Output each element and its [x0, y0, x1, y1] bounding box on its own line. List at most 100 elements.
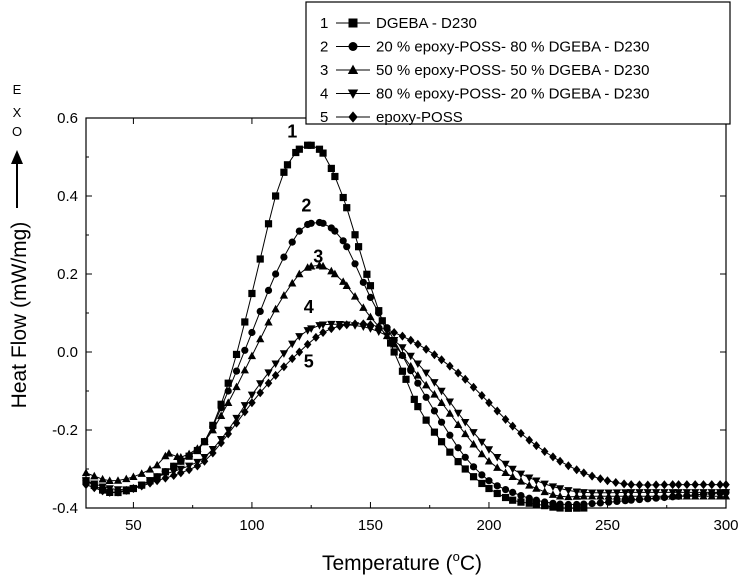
series-1-marker: [549, 503, 557, 511]
series-3-marker: [137, 469, 146, 477]
series-1-marker: [469, 473, 478, 481]
series-5-marker: [603, 476, 612, 486]
series-5-marker: [327, 324, 336, 334]
series-3-marker: [288, 278, 297, 287]
series-2-marker: [485, 477, 493, 485]
series-5-marker: [303, 339, 312, 349]
series-3-marker: [484, 456, 494, 465]
series-1-marker: [422, 416, 430, 424]
series-2-marker: [564, 500, 572, 509]
x-axis: 50 100 150 200 250 300: [125, 118, 739, 534]
series-4: [81, 320, 731, 498]
series-1-marker: [343, 204, 351, 212]
x-axis-title: Temperature (oC): [322, 549, 482, 575]
series-3-marker: [81, 468, 91, 477]
series-3-marker: [208, 425, 217, 434]
x-tick-label: 250: [595, 517, 620, 534]
series-4-marker: [307, 325, 316, 333]
series-3-marker: [216, 411, 226, 419]
series-5-marker: [295, 347, 304, 357]
series-1-marker: [386, 339, 395, 347]
series-4-marker: [572, 488, 581, 497]
series-2-marker: [375, 309, 383, 317]
series-5-marker: [722, 480, 730, 490]
y-tick-label: 0.2: [57, 266, 78, 283]
series-3-marker: [555, 491, 565, 500]
series-5-marker: [635, 480, 644, 490]
series-3-marker: [318, 261, 328, 270]
series-3-marker: [176, 452, 185, 461]
series-4-marker: [525, 474, 534, 483]
series-1-marker: [378, 317, 386, 325]
series-3-marker: [437, 398, 446, 406]
series-1-marker: [580, 504, 588, 512]
series-5-marker: [579, 468, 588, 478]
series-5-marker: [501, 414, 510, 424]
series-2-marker: [331, 227, 339, 235]
legend-item-label: 20 % epoxy-POSS- 80 % DGEBA - D230: [376, 39, 649, 56]
series-5-marker: [660, 480, 669, 490]
series-4-marker: [548, 483, 558, 491]
series-4-marker: [699, 489, 708, 497]
legend-item-label: 50 % epoxy-POSS- 50 % DGEBA - D230: [376, 62, 649, 79]
series-3-marker: [339, 277, 348, 285]
series-4-marker: [587, 489, 597, 498]
series-4-marker: [635, 489, 644, 497]
series-5-marker: [319, 328, 327, 337]
series-5-marker: [556, 456, 564, 466]
legend-item-number: 5: [320, 109, 328, 126]
series-4-marker: [715, 489, 725, 497]
series-3-marker: [256, 334, 265, 343]
series-5-marker: [437, 355, 446, 365]
series-5-marker: [280, 362, 288, 372]
series-4-marker: [604, 489, 613, 498]
curve-label-5: 5: [304, 352, 314, 372]
series-3-marker: [145, 465, 155, 473]
series-4-marker: [469, 429, 478, 437]
series-5-marker: [161, 473, 170, 483]
series-1-marker: [446, 448, 454, 456]
series-1-marker: [248, 289, 256, 298]
series-1-marker: [478, 479, 486, 488]
legend: 1 DGEBA - D230 2 20 % epoxy-POSS- 80 % DGEB…: [305, 1, 731, 126]
series-4-marker: [643, 489, 652, 497]
legend-box: [305, 1, 731, 125]
series-4-marker: [516, 470, 526, 479]
series-5-marker: [668, 480, 677, 490]
series-4-marker: [318, 321, 328, 330]
series-3-marker: [271, 304, 280, 313]
series-5-line: [85, 323, 726, 493]
series-1-marker: [264, 220, 273, 228]
series-3-marker: [129, 472, 138, 481]
series-1-marker: [351, 231, 359, 239]
series-4-marker: [288, 340, 297, 349]
series-2-marker: [248, 328, 256, 337]
series-5-marker: [169, 471, 178, 481]
series-3-marker: [279, 291, 289, 299]
y-tick-label: 0.0: [57, 344, 78, 361]
series-5-marker: [90, 483, 99, 493]
series-2-marker: [493, 482, 501, 490]
series-1-marker: [307, 141, 315, 149]
series-5-marker: [414, 339, 422, 349]
series-2-marker: [414, 379, 422, 387]
series-5-marker: [461, 374, 470, 384]
series-5-marker: [430, 350, 439, 360]
series-5-marker: [351, 319, 359, 329]
series-5-marker: [232, 418, 241, 428]
exo-letter-o: O: [12, 124, 22, 139]
series-5-marker: [683, 480, 691, 490]
series-4-marker: [621, 489, 630, 497]
series-2-marker: [446, 431, 454, 439]
legend-item-2: 2 20 % epoxy-POSS- 80 % DGEBA - D230: [320, 39, 649, 56]
y-tick-label: 0.4: [57, 188, 78, 205]
series-5-marker: [137, 481, 146, 491]
series-3-marker: [232, 382, 241, 391]
series-2-marker: [454, 444, 462, 452]
series-1-marker: [339, 193, 347, 202]
series-1-marker: [366, 282, 375, 290]
series-5-marker: [342, 320, 351, 330]
y-tick-label: -0.2: [52, 422, 78, 439]
series-4-marker: [264, 369, 273, 377]
y-tick-label: 0.6: [57, 110, 78, 127]
